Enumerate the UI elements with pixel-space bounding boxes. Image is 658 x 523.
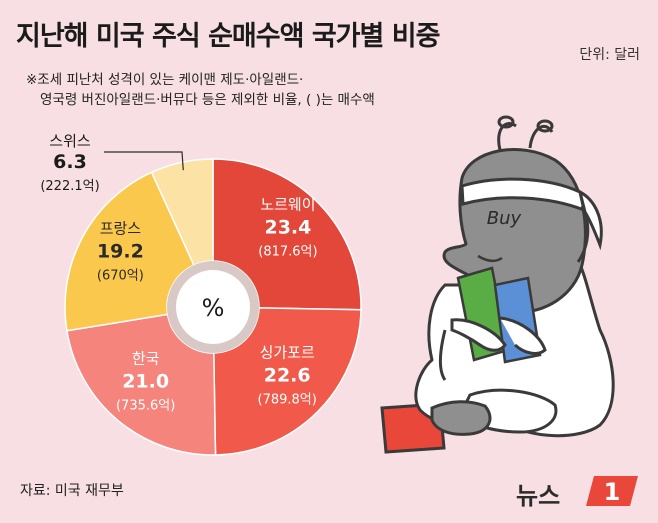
slice-amount-norway: (817.6억) (258, 244, 317, 259)
slice-value-switzerland: 6.3 (53, 151, 87, 173)
slice-value-korea: 21.0 (122, 371, 169, 393)
slice-amount-france: (670억) (97, 269, 144, 284)
slice-label-france: 프랑스 (100, 220, 142, 238)
unit-label: 단위: 달러 (579, 47, 640, 63)
news1-logo: 뉴스 1 (516, 470, 646, 510)
chart-title: 지난해 미국 주식 순매수액 국가별 비중 (16, 21, 440, 52)
cartoon-investor-illustration: Buy (380, 115, 615, 454)
slice-label-norway: 노르웨이 (260, 195, 315, 213)
logo-mark-number: 1 (604, 478, 621, 506)
slice-value-norway: 23.4 (264, 216, 311, 238)
center-hole (176, 270, 250, 344)
center-label: % (202, 294, 225, 322)
footnote-line-1: ※조세 피난처 성격이 있는 케이맨 제도·아일랜드· (26, 72, 304, 88)
slice-amount-korea: (735.6억) (116, 399, 175, 414)
callout-line (104, 151, 184, 171)
source-label: 자료: 미국 재무부 (20, 483, 124, 499)
slice-label-korea: 한국 (132, 350, 160, 368)
slice-amount-switzerland: (222.1억) (40, 179, 99, 194)
slice-label-switzerland: 스위스 (49, 132, 91, 150)
logo-mark-icon: 1 (586, 476, 638, 506)
pie-labels: 노르웨이 23.4 (817.6억) 싱가포르 22.6 (789.8억) 한국 21.0 (7… (97, 195, 318, 413)
slice-value-singapore: 22.6 (264, 364, 311, 386)
logo-text: 뉴스 (516, 482, 561, 510)
footnote: ※조세 피난처 성격이 있는 케이맨 제도·아일랜드· 영국령 버진아일랜드·버… (26, 70, 375, 110)
slice-value-france: 19.2 (97, 241, 144, 263)
pie-slices: % (64, 158, 362, 456)
footnote-line-2: 영국령 버진아일랜드·버뮤다 등은 제외한 비율, ( )는 매수액 (40, 92, 375, 108)
slice-amount-singapore: (789.8억) (258, 392, 317, 407)
hat-text: Buy (487, 208, 522, 229)
slice-label-singapore: 싱가포르 (260, 343, 315, 361)
